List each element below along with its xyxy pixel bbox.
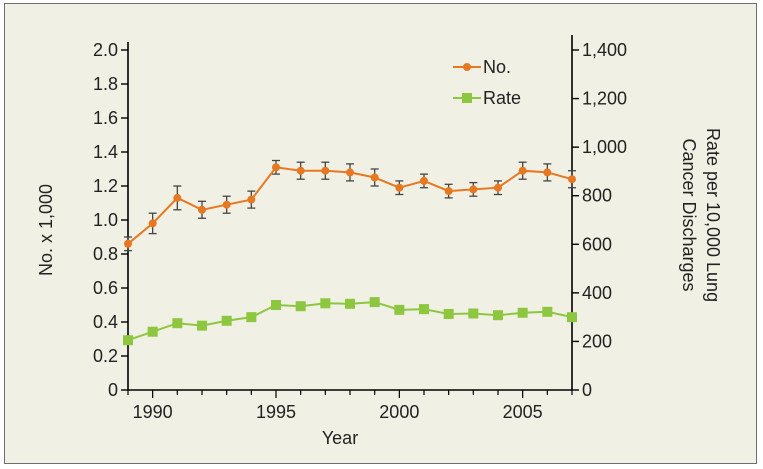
y-axis-left-label: No. x 1,000: [36, 184, 56, 276]
y-left-tick-label: 0: [108, 380, 118, 400]
chart-frame: [4, 3, 757, 464]
y-right-tick-label: 400: [582, 283, 612, 303]
data-point: [369, 297, 380, 308]
legend-marker: [462, 93, 472, 103]
y-axis-right-label-line2: Cancer Discharges: [679, 138, 699, 291]
data-point: [345, 298, 355, 309]
data-point: [443, 308, 454, 319]
data-point: [173, 193, 182, 202]
y-left-tick-label: 0.6: [93, 278, 118, 298]
data-point: [394, 304, 405, 315]
data-point: [247, 195, 256, 204]
data-point: [568, 175, 576, 184]
data-point: [444, 187, 453, 196]
y-left-tick-label: 1.2: [93, 176, 118, 196]
y-left-tick-label: 2.0: [93, 40, 118, 60]
x-axis-label: Year: [322, 428, 358, 448]
legend-label: Rate: [483, 88, 521, 108]
data-point: [420, 176, 428, 185]
data-point: [468, 308, 479, 319]
data-point: [246, 312, 257, 323]
y-right-tick-label: 1,400: [582, 40, 627, 60]
y-left-tick-label: 1.6: [93, 108, 118, 128]
data-point: [198, 205, 206, 214]
y-left-tick-label: 0.4: [93, 312, 118, 332]
x-tick-label: 2000: [379, 402, 419, 422]
data-point: [493, 310, 503, 321]
data-point: [542, 306, 553, 317]
data-point: [124, 239, 132, 248]
data-point: [346, 168, 354, 177]
y-right-tick-label: 600: [582, 234, 612, 254]
data-point: [295, 301, 306, 312]
y-right-tick-label: 1,000: [582, 137, 627, 157]
data-point: [123, 335, 133, 346]
legend: No. Rate: [453, 57, 521, 108]
ticks: 0 0.2 0.4 0.6 0.8 1.0 1.2 1.4 1.6 1.8 2.0 0 200 400 60…: [93, 40, 627, 422]
x-tick-label: 1990: [133, 402, 173, 422]
legend-marker: [463, 63, 471, 71]
data-point: [221, 315, 232, 326]
legend-label: No.: [483, 57, 511, 77]
y-right-tick-label: 200: [582, 331, 612, 351]
data-point: [370, 173, 379, 182]
data-point: [320, 298, 331, 309]
data-point: [517, 307, 528, 318]
x-tick-label: 1995: [256, 402, 296, 422]
data-point: [147, 326, 158, 337]
data-point: [494, 183, 502, 192]
y-right-tick-label: 0: [582, 380, 592, 400]
data-point: [148, 219, 157, 228]
y-left-tick-label: 1.0: [93, 210, 118, 230]
series-layer: [123, 159, 577, 346]
data-point: [567, 312, 577, 323]
data-point: [518, 166, 527, 175]
data-point: [222, 200, 231, 209]
y-axis-right-label-line1: Rate per 10,000 Lung: [703, 128, 723, 302]
data-point: [296, 166, 305, 175]
data-point: [172, 318, 183, 329]
y-left-tick-label: 0.2: [93, 346, 118, 366]
data-point: [272, 163, 280, 172]
y-left-tick-label: 1.8: [93, 74, 118, 94]
y-left-tick-label: 0.8: [93, 244, 118, 264]
data-point: [197, 320, 207, 331]
y-left-tick-label: 1.4: [93, 142, 118, 162]
data-point: [321, 166, 330, 175]
x-tick-label: 2005: [503, 402, 543, 422]
y-right-tick-label: 1,200: [582, 89, 627, 109]
data-point: [419, 304, 429, 315]
data-point: [543, 168, 552, 177]
data-point: [271, 300, 281, 310]
data-point: [395, 183, 404, 192]
data-point: [469, 185, 478, 194]
y-right-tick-label: 800: [582, 186, 612, 206]
